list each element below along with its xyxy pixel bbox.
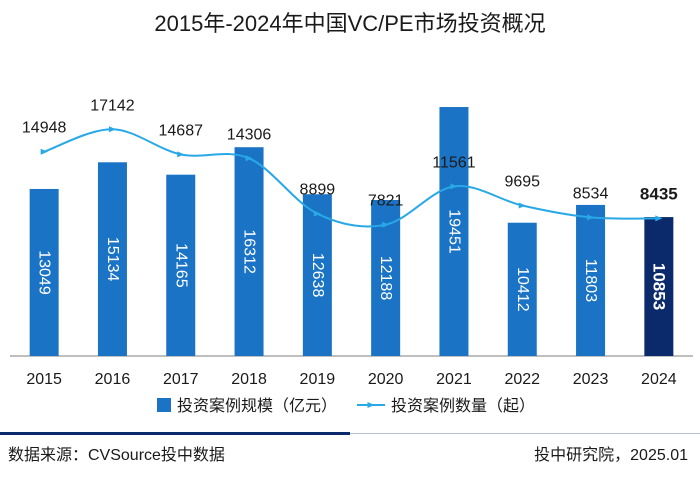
x-tick-label: 2019 [300,371,336,388]
bar-2022 [507,222,537,356]
line-value-label: 17142 [90,97,135,114]
legend-line-marker [367,402,375,408]
line-point-2017 [177,151,185,158]
legend-bar-label: 投资案例规模（亿元） [177,397,337,415]
bar-value-label: 12638 [309,253,326,298]
bar-2023 [576,204,606,356]
bar-2018 [234,147,264,356]
bar-value-label: 16312 [241,229,258,274]
x-tick-label: 2015 [26,371,62,388]
x-tick-label: 2023 [573,371,609,388]
x-tick-label: 2024 [641,371,677,388]
line-point-2016 [108,126,116,133]
bar-2017 [166,174,196,356]
bar-value-label: 11803 [582,259,599,302]
footer-rule-light [350,433,700,434]
bar-2019 [302,194,332,356]
bar-value-label: 13049 [36,250,53,295]
line-point-2020 [382,221,390,228]
line-value-label: 14306 [227,126,272,143]
bar-value-label: 15134 [104,237,121,282]
bar-2024 [644,217,674,356]
line-point-2019 [313,210,321,217]
bar-2021 [439,107,469,357]
line-value-label: 7821 [368,193,404,210]
bar-value-label: 10412 [514,267,531,312]
x-tick-label: 2016 [95,371,131,388]
x-tick-label: 2017 [163,371,199,388]
bar-value-label: 12188 [377,256,394,301]
line-value-label: 8534 [573,185,609,202]
bar-value-label: 10853 [649,263,668,310]
credit-note: 投中研究院，2025.01 [534,447,688,464]
legend-line-label: 投资案例数量（起） [391,397,535,415]
line-value-label: 9695 [504,174,540,191]
line-value-label: 8899 [300,182,336,199]
chart-title: 2015年-2024年中国VC/PE市场投资概况 [154,11,546,36]
bar-2016 [97,162,127,356]
footer-rule-dark [0,432,350,435]
source-note: 数据来源：CVSource投中数据 [8,447,225,464]
line-point-2021 [450,183,458,190]
bar-value-label: 19451 [445,209,462,254]
bar-value-label: 14165 [172,243,189,288]
line-point-2015 [40,148,48,155]
line-value-label: 11561 [432,154,475,171]
line-value-label: 14948 [22,120,67,137]
line-point-2018 [245,155,253,162]
count-line [43,128,659,228]
x-tick-label: 2021 [436,371,472,388]
line-value-label: 14687 [159,122,204,139]
line-point-2022 [518,202,526,209]
x-tick-label: 2022 [504,371,540,388]
line-point-2023 [587,214,595,221]
x-tick-label: 2018 [231,371,267,388]
x-tick-label: 2020 [368,371,404,388]
line-point-2024 [655,215,663,222]
line-value-label: 8435 [640,184,678,203]
bar-2015 [29,188,59,356]
legend-bar-swatch [157,398,171,412]
